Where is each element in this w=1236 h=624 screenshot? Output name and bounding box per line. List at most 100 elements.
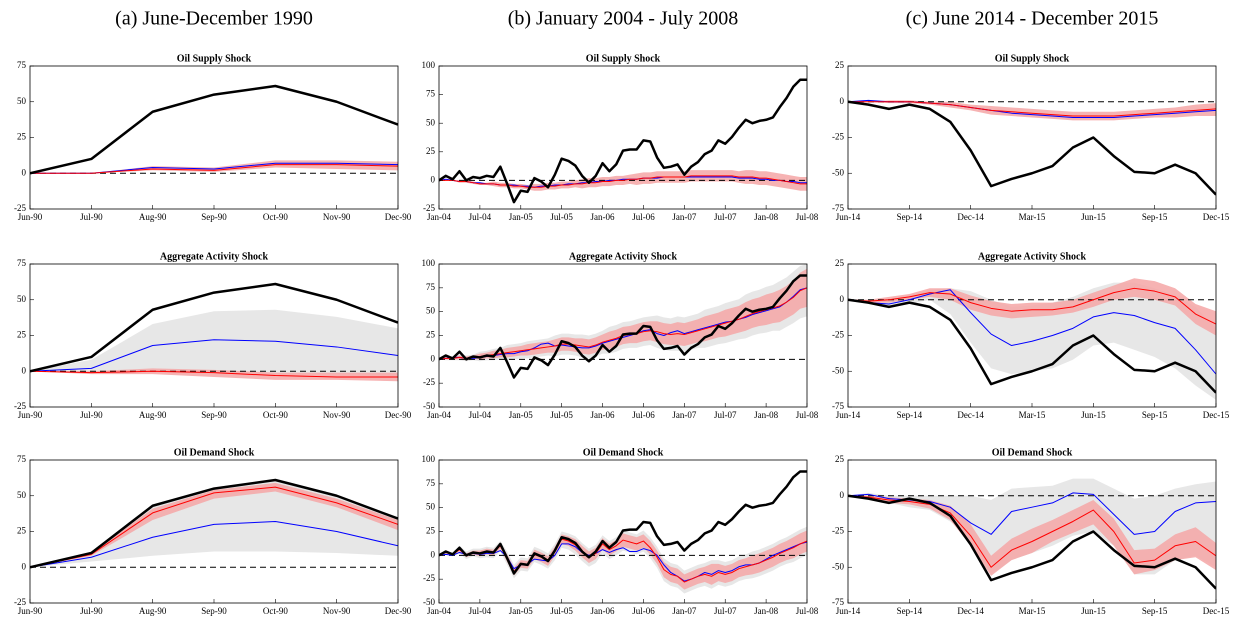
panel-title: Aggregate Activity Shock [978,251,1087,262]
x-tick-label: Nov-90 [323,606,351,616]
x-tick-label: Oct-90 [263,212,288,222]
x-tick-label: Dec-15 [1203,410,1230,420]
y-tick-label: 50 [17,96,27,106]
plot-area [848,99,1216,196]
x-tick-label: Jul-05 [550,212,573,222]
x-tick-label: Jun-15 [1081,212,1106,222]
series-line [30,520,398,568]
series-line [848,287,1216,325]
x-tick-label: Jul-90 [80,606,103,616]
y-tick-label: 75 [17,258,27,268]
y-tick-label: -50 [832,561,844,571]
x-tick-label: Jul-08 [796,410,819,420]
x-tick-label: Dec-15 [1203,606,1230,616]
panel: Aggregate Activity Shock -50 -25 0 25 50 75 100… [422,251,819,420]
series-line [30,339,398,372]
series-line [439,175,807,188]
plot-frame [847,65,1217,210]
x-tick-label: Dec-14 [957,606,984,616]
panel-title: Oil Supply Shock [586,53,661,64]
panel-title: Oil Demand Shock [992,447,1073,458]
y-tick-label: 75 [426,478,436,488]
x-tick-label: Sep-90 [201,606,227,616]
confidence-band [439,530,807,590]
plot-area [439,264,807,379]
x-tick-label: Jul-08 [796,212,819,222]
x-tick-label: Jun-90 [18,410,43,420]
panel-title: Aggregate Activity Shock [569,251,678,262]
plot-area [848,278,1216,400]
y-tick-label: 25 [17,526,27,536]
x-tick-label: Jan-05 [509,410,533,420]
x-tick-label: Jul-04 [469,212,492,222]
y-tick-label: 50 [17,294,27,304]
y-tick-label: -50 [832,365,844,375]
y-tick-label: 25 [426,526,436,536]
y-tick-label: 75 [17,60,27,70]
x-tick-label: Dec-90 [385,410,412,420]
y-tick-label: -25 [832,132,844,142]
series-line [30,478,398,569]
x-tick-label: Jul-04 [469,606,492,616]
series-line [30,164,398,174]
x-tick-label: Jan-05 [509,212,533,222]
series-line [848,492,1216,535]
panel: Oil Demand Shock -75 -50 -25 0 25 Jun-14 Sep-14… [832,447,1230,616]
y-tick-label: 75 [17,454,27,464]
series-line [848,101,1216,117]
panel-title: Aggregate Activity Shock [160,251,269,262]
y-tick-label: 0 [22,365,27,375]
x-tick-label: Oct-90 [263,606,288,616]
confidence-band [848,495,1216,576]
confidence-band [30,160,398,174]
plot-area [439,470,807,594]
panel-title: Oil Demand Shock [174,447,255,458]
y-tick-label: 0 [431,174,436,184]
y-tick-label: -75 [832,401,844,411]
series-line [848,495,1216,568]
panel: Oil Supply Shock -75 -50 -25 0 25 Jun-14 Sep-14… [832,53,1230,222]
x-tick-label: Jan-08 [754,410,778,420]
x-tick-label: Aug-90 [139,606,167,616]
y-tick-label: 25 [17,330,27,340]
x-tick-label: Sep-14 [897,410,923,420]
y-tick-label: 0 [840,490,845,500]
x-tick-label: Jul-90 [80,410,103,420]
series-line [848,289,1216,375]
plot-area [439,78,807,204]
y-tick-label: 0 [840,96,845,106]
y-tick-label: -25 [832,526,844,536]
confidence-band [848,278,1216,336]
x-tick-label: Sep-15 [1142,212,1168,222]
y-tick-label: 75 [426,89,436,99]
x-tick-label: Jun-15 [1081,410,1106,420]
y-tick-label: 75 [426,282,436,292]
panel: Aggregate Activity Shock -75 -50 -25 0 25 Jun-… [832,251,1230,420]
y-tick-label: 25 [17,132,27,142]
panel: Oil Demand Shock -50 -25 0 25 50 75 100 Jan-04 Ju… [422,447,819,616]
y-tick-label: 0 [840,294,845,304]
x-tick-label: Jul-07 [714,410,737,420]
confidence-band [30,480,398,568]
x-tick-label: Jan-07 [672,212,696,222]
y-tick-label: 25 [835,60,845,70]
x-tick-label: Jan-07 [672,606,696,616]
series-line [30,282,398,373]
series-line [848,298,1216,394]
y-tick-label: 0 [431,549,436,559]
plot-frame [438,65,808,210]
x-tick-label: Oct-90 [263,410,288,420]
series-line [848,494,1216,590]
x-tick-label: Jan-04 [427,410,451,420]
column-title: (c) June 2014 - December 2015 [906,8,1159,30]
panel-title: Oil Supply Shock [177,53,252,64]
x-tick-label: Aug-90 [139,410,167,420]
x-tick-label: Jan-04 [427,606,451,616]
plot-area [30,478,398,569]
column-title: (b) January 2004 - July 2008 [508,8,739,30]
x-tick-label: Sep-14 [897,212,923,222]
x-tick-label: Jul-06 [632,410,655,420]
x-tick-label: Jul-06 [632,212,655,222]
y-tick-label: 100 [422,258,436,268]
